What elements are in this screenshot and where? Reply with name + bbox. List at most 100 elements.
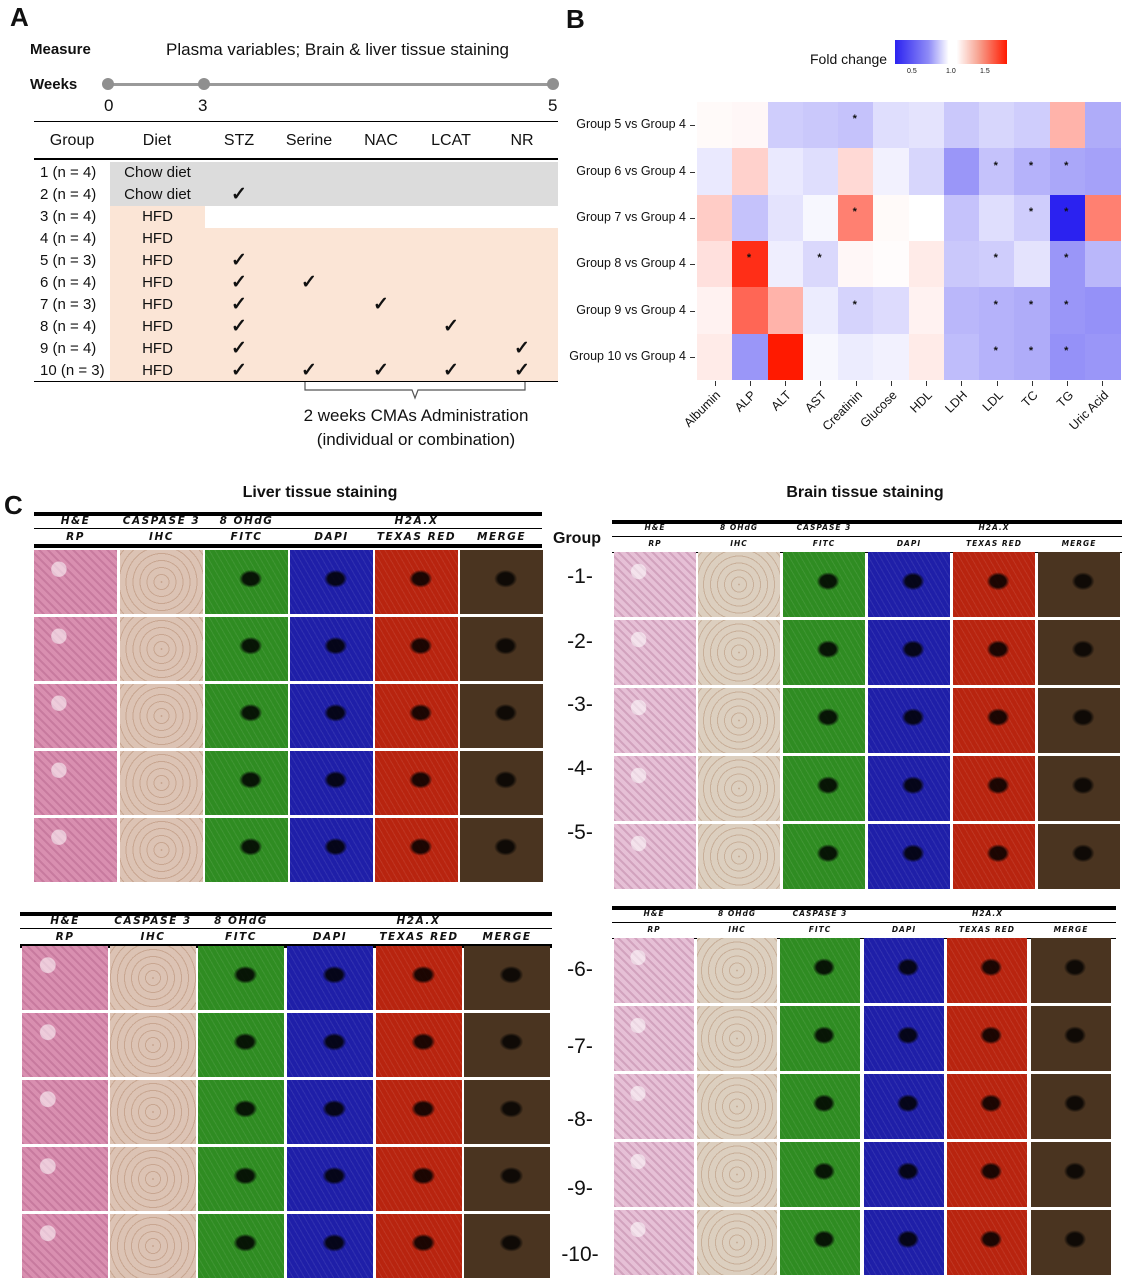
- micrograph-tile: [34, 617, 117, 681]
- table-row: [110, 162, 558, 184]
- heatmap-cell: [908, 194, 945, 242]
- table-row: [110, 228, 558, 250]
- heatmap-cell: [838, 102, 874, 149]
- header-top-label: CASPASE 3: [122, 515, 201, 527]
- check-mark: ✓: [231, 338, 247, 359]
- micrograph-tile: [464, 1013, 550, 1077]
- brain-title: Brain tissue staining: [786, 484, 944, 501]
- heatmap-cell: [943, 333, 980, 381]
- bracket-label-line1: 2 weeks CMAs Administration: [303, 406, 529, 425]
- header-rule-thick: [612, 906, 1116, 910]
- header-rule-thin: [34, 528, 542, 529]
- heatmap-cell: [873, 102, 909, 149]
- group-cell: 1 (n = 4): [40, 164, 97, 181]
- micrograph-tile: [376, 1147, 462, 1211]
- micrograph-tile: [205, 684, 288, 748]
- heatmap-col-label: Glucose: [857, 388, 900, 431]
- micrograph-tile: [783, 824, 865, 889]
- significance-marker: *: [852, 298, 857, 311]
- col-header-nr: NR: [510, 132, 534, 149]
- micrograph-tile: [205, 617, 288, 681]
- micrograph-tile: [34, 818, 117, 882]
- micrograph-tile: [1038, 620, 1120, 685]
- heatmap-cell: [979, 333, 1015, 381]
- table-row: [110, 206, 205, 228]
- col-tick: [961, 381, 963, 386]
- check-mark: ✓: [231, 250, 247, 271]
- micrograph-tile: [780, 938, 860, 1003]
- heatmap-cell: [732, 102, 768, 149]
- heatmap-cell: [838, 148, 874, 196]
- heatmap-cell: [979, 287, 1015, 335]
- micrograph-tile: [198, 946, 284, 1010]
- header-rule-bottom: [20, 944, 552, 948]
- micrograph-tile: [110, 1013, 196, 1077]
- micrograph-tile: [868, 688, 950, 753]
- heatmap-cell: [1014, 194, 1050, 242]
- table-row: [110, 360, 558, 382]
- header-rule-thin: [20, 928, 552, 929]
- significance-marker: *: [852, 113, 857, 126]
- weeks-label: Weeks: [30, 76, 78, 93]
- micrograph-tile: [290, 818, 373, 882]
- heatmap-cell: [943, 194, 980, 242]
- diet-cell: HFD: [142, 208, 173, 225]
- micrograph-tile: [864, 1142, 944, 1207]
- heatmap-col-label: HDL: [907, 388, 936, 416]
- diet-cell: Chow diet: [124, 164, 191, 181]
- panel-a-letter: A: [10, 2, 29, 32]
- micrograph-tile: [287, 1080, 373, 1144]
- micrograph-tile: [697, 1210, 777, 1275]
- heatmap-col-label: ALP: [732, 388, 759, 415]
- micrograph-tile: [110, 946, 196, 1010]
- header-bottom-label: TEXAS RED: [379, 931, 459, 943]
- micrograph-tile: [614, 1006, 694, 1071]
- group-number-label: -4-: [567, 757, 593, 780]
- heatmap-cell: [943, 102, 980, 149]
- heatmap-col-label: TG: [1053, 388, 1077, 411]
- table-row: [110, 272, 558, 294]
- heatmap-row-label: Group 8 vs Group 4: [576, 256, 686, 271]
- heatmap-cell: [767, 148, 804, 196]
- heatmap-cell: [697, 241, 733, 288]
- group-cell: 6 (n = 4): [40, 274, 97, 291]
- heatmap-cell: [1049, 287, 1086, 335]
- heatmap-cell: [943, 241, 980, 288]
- micrograph-tile: [953, 824, 1035, 889]
- micrograph-tile: [375, 684, 458, 748]
- header-top-label: CASPASE 3: [796, 523, 852, 532]
- micrograph-tile: [783, 756, 865, 821]
- timeline-line: [107, 83, 554, 86]
- measure-text: Plasma variables; Brain & liver tissue s…: [166, 40, 509, 59]
- header-bottom-label: FITC: [812, 539, 836, 548]
- check-mark: ✓: [514, 338, 530, 359]
- significance-marker: *: [1064, 298, 1069, 311]
- micrograph-tile: [868, 620, 950, 685]
- heatmap-cell: [1014, 333, 1050, 381]
- heatmap-cell: [697, 148, 733, 196]
- group-label: Group: [553, 530, 601, 547]
- heatmap-cell: [873, 241, 909, 288]
- row-tick: [690, 264, 695, 266]
- heatmap-row-label: Group 7 vs Group 4: [576, 209, 686, 224]
- significance-marker: *: [1028, 298, 1034, 311]
- header-bottom-label: FITC: [225, 931, 257, 943]
- heatmap-cell: [1049, 102, 1086, 149]
- panel-b-letter: B: [566, 4, 585, 34]
- heatmap-cell: [1014, 287, 1050, 335]
- group-number-label: -6-: [567, 958, 593, 981]
- heatmap-cell: [838, 194, 874, 242]
- header-bottom-label: DAPI: [312, 931, 348, 943]
- heatmap-cell: [802, 241, 839, 288]
- micrograph-tile: [464, 1080, 550, 1144]
- check-mark: ✓: [443, 360, 459, 381]
- heatmap-cell: [908, 102, 945, 149]
- week-tick-0: 0: [104, 96, 114, 115]
- micrograph-tile: [1031, 1074, 1111, 1139]
- check-mark: ✓: [373, 360, 389, 381]
- micrograph-tile: [290, 617, 373, 681]
- check-mark: ✓: [301, 272, 317, 293]
- micrograph-tile: [697, 1074, 777, 1139]
- header-bottom-label: IHC: [140, 931, 166, 943]
- heatmap-col-label: TC: [1019, 388, 1041, 410]
